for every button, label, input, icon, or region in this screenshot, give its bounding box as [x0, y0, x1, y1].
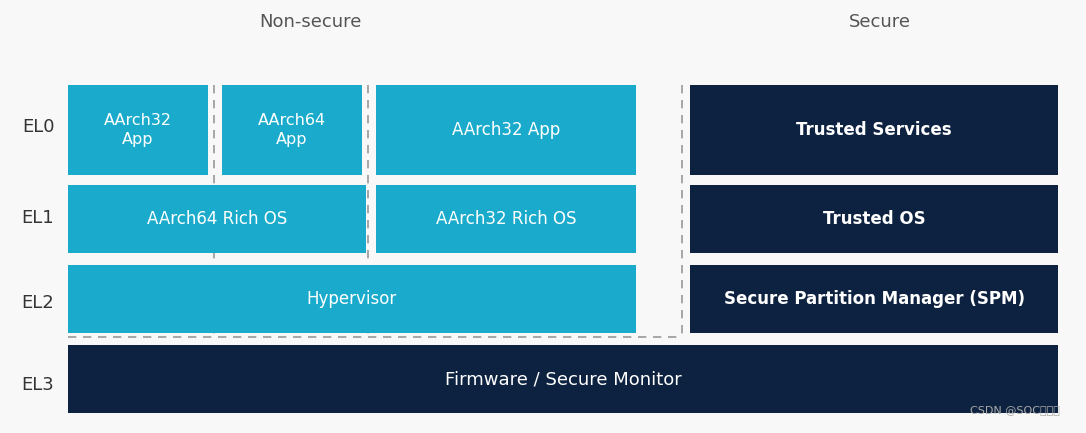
Text: EL2: EL2: [22, 294, 54, 312]
Bar: [68, 265, 636, 333]
Text: AArch64 Rich OS: AArch64 Rich OS: [147, 210, 287, 228]
Text: Secure: Secure: [849, 13, 911, 31]
Bar: [222, 85, 362, 175]
Text: Trusted OS: Trusted OS: [823, 210, 925, 228]
Text: CSDN @SOC罗三炮: CSDN @SOC罗三炮: [970, 405, 1060, 415]
Text: Firmware / Secure Monitor: Firmware / Secure Monitor: [444, 370, 681, 388]
Bar: [68, 85, 209, 175]
Bar: [376, 85, 636, 175]
Text: Secure Partition Manager (SPM): Secure Partition Manager (SPM): [723, 290, 1024, 308]
Text: EL3: EL3: [22, 376, 54, 394]
Bar: [690, 265, 1058, 333]
Bar: [376, 185, 636, 253]
Text: EL1: EL1: [22, 209, 54, 227]
Text: AArch32 Rich OS: AArch32 Rich OS: [435, 210, 577, 228]
Text: Non-secure: Non-secure: [258, 13, 362, 31]
Text: AArch32 App: AArch32 App: [452, 121, 560, 139]
Text: Hypervisor: Hypervisor: [307, 290, 397, 308]
Bar: [690, 85, 1058, 175]
Bar: [68, 185, 366, 253]
Text: EL0: EL0: [22, 118, 54, 136]
Text: AArch64
App: AArch64 App: [258, 113, 326, 147]
Bar: [690, 185, 1058, 253]
Text: AArch32
App: AArch32 App: [104, 113, 172, 147]
Text: Trusted Services: Trusted Services: [796, 121, 951, 139]
Bar: [68, 345, 1058, 413]
